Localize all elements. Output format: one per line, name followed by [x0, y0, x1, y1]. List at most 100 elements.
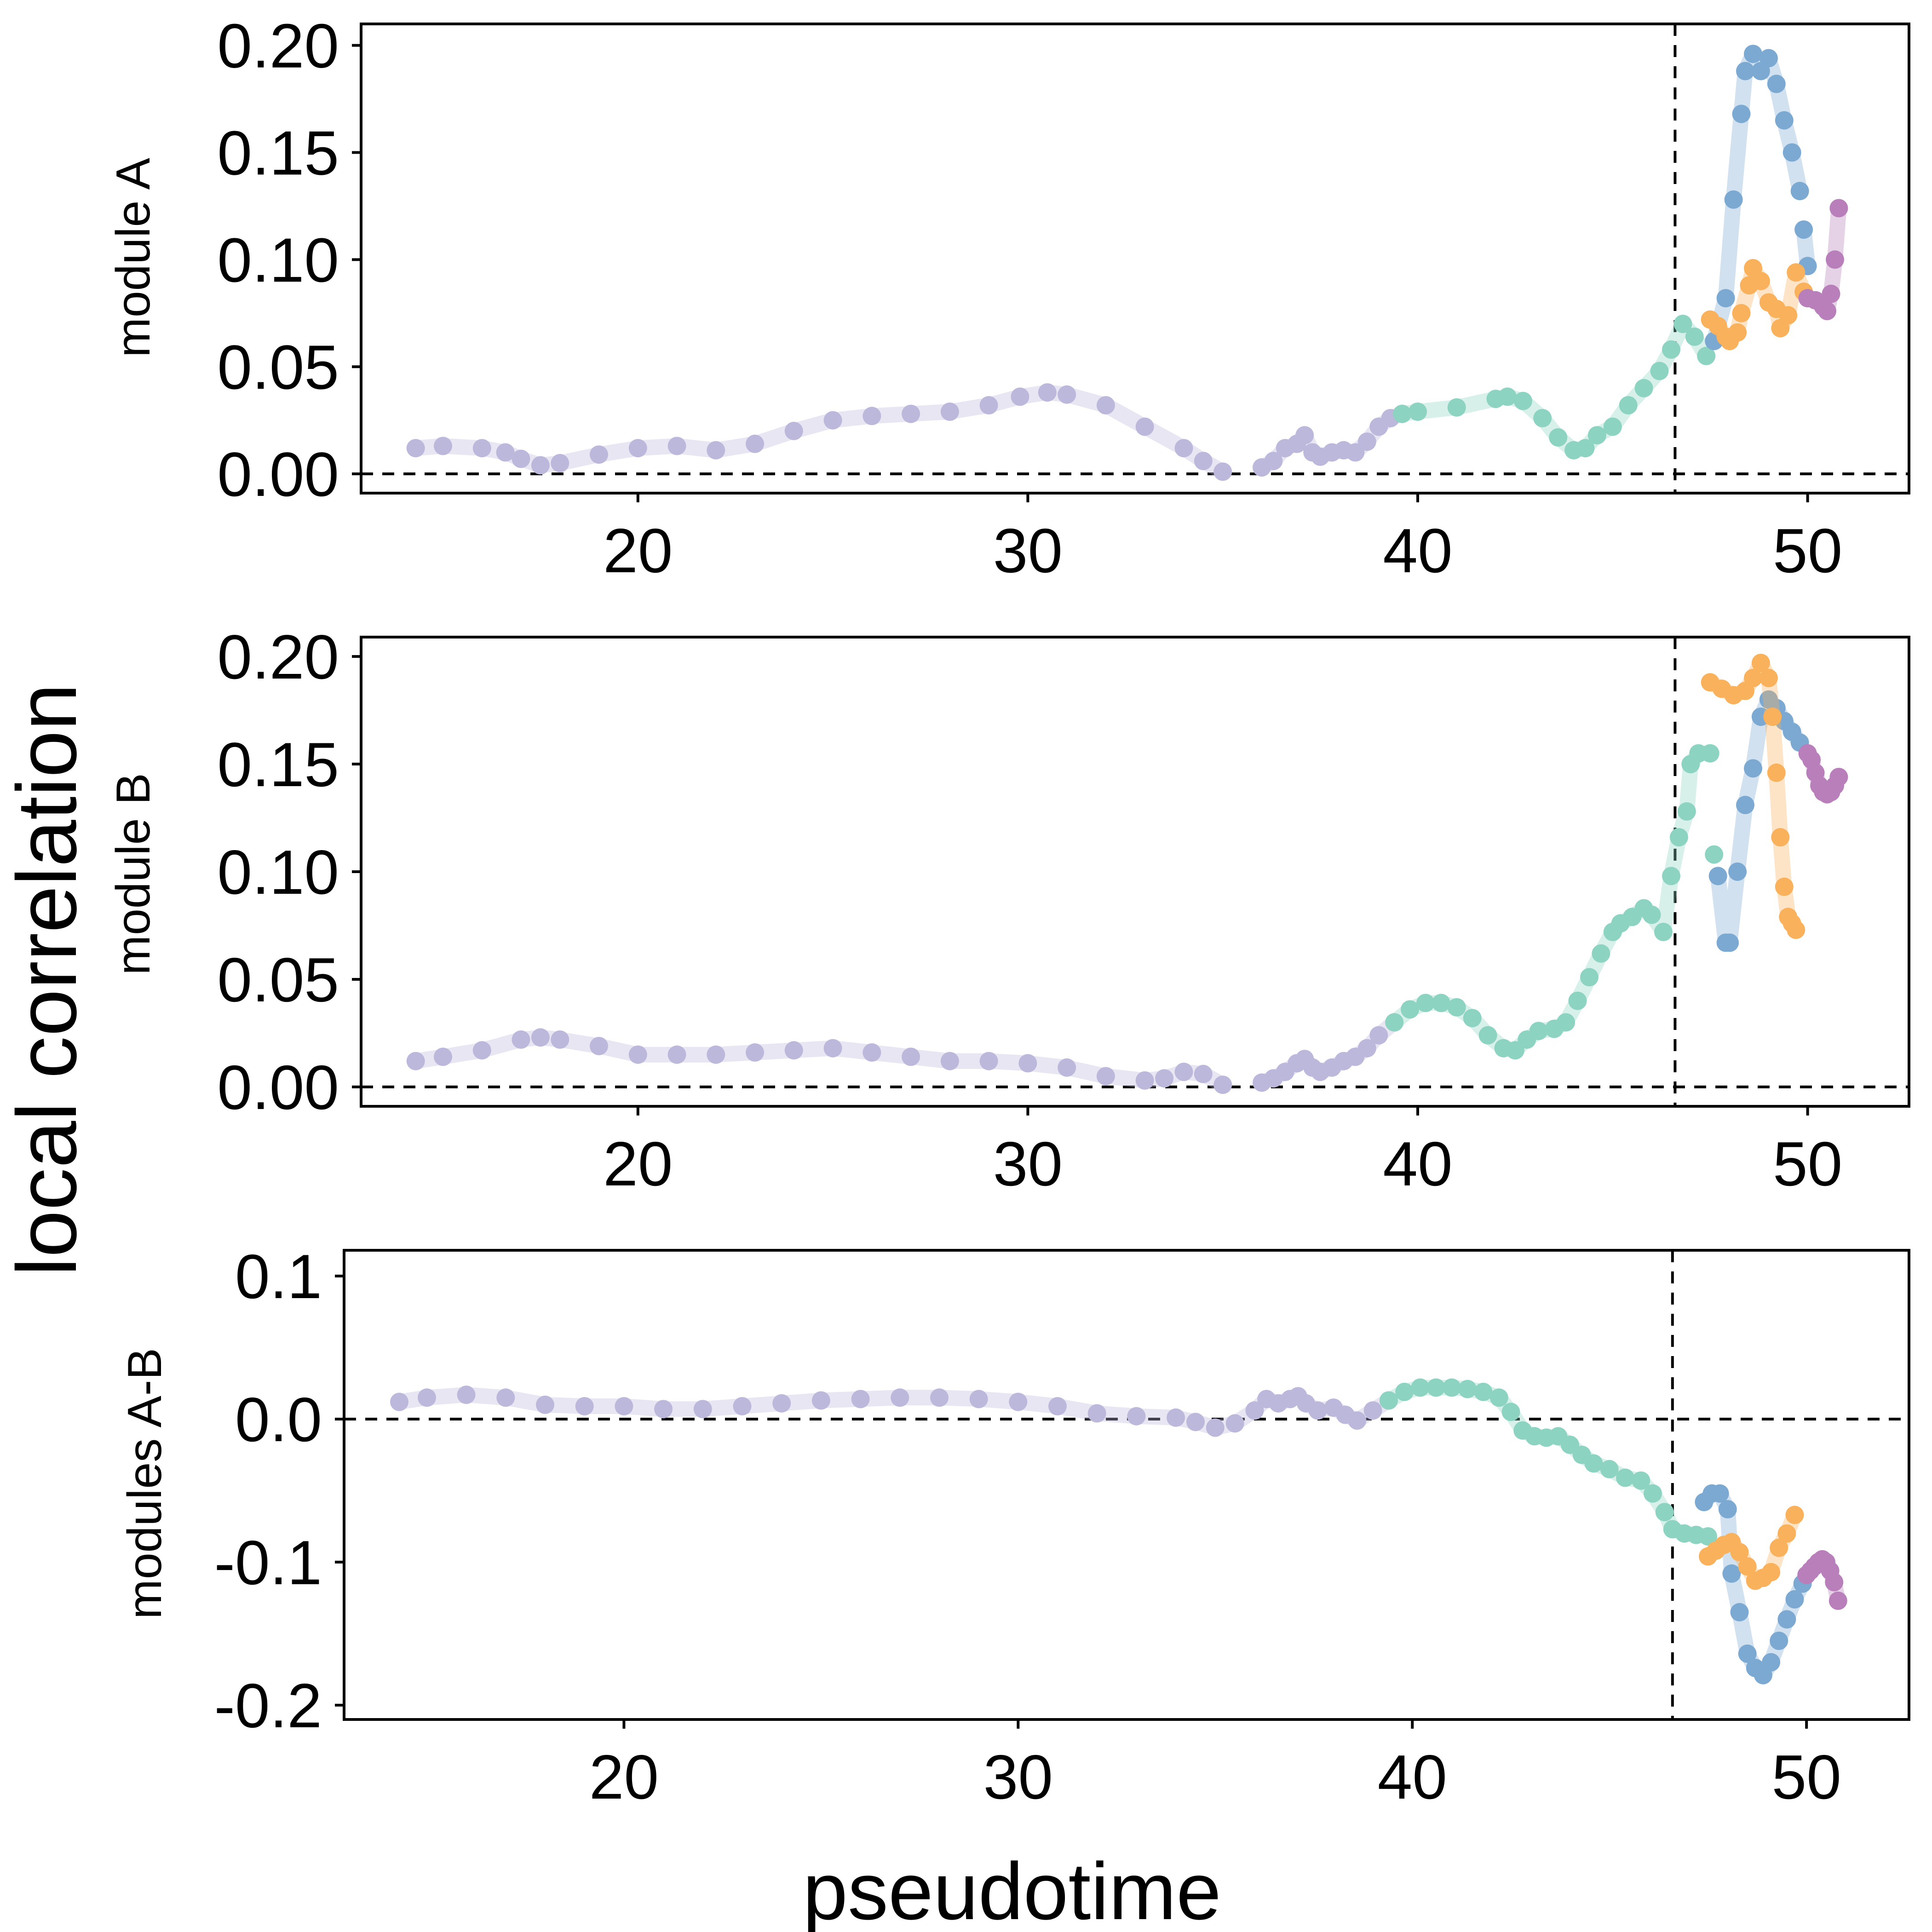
data-point	[1751, 654, 1770, 673]
data-point	[1825, 1573, 1844, 1592]
data-point	[1058, 1058, 1076, 1077]
data-point	[1829, 199, 1848, 218]
data-point	[772, 1394, 791, 1413]
x-tick-label: 20	[603, 516, 673, 586]
y-tick-label: 0.05	[217, 332, 339, 402]
data-point	[1777, 1610, 1796, 1629]
data-point	[654, 1400, 673, 1419]
data-point	[1787, 920, 1806, 939]
x-tick-label: 40	[1378, 1742, 1447, 1812]
data-point	[1662, 340, 1680, 359]
data-point	[667, 437, 686, 455]
data-point	[457, 1386, 476, 1404]
data-point	[1135, 1071, 1154, 1090]
data-point	[1135, 417, 1154, 436]
data-point	[1096, 396, 1115, 414]
data-point	[1584, 1454, 1603, 1473]
data-point	[784, 421, 803, 440]
data-point	[823, 1039, 842, 1058]
data-point	[1655, 1503, 1674, 1522]
data-point	[531, 1028, 550, 1047]
data-point	[784, 1041, 803, 1060]
data-point	[590, 445, 608, 464]
data-point	[1225, 1414, 1244, 1433]
data-point	[1416, 994, 1435, 1012]
data-point	[1732, 304, 1751, 322]
data-point	[1529, 1022, 1548, 1041]
x-tick-label: 50	[1772, 1742, 1841, 1812]
series-3	[1393, 315, 1716, 460]
data-point	[1348, 1411, 1367, 1430]
data-point	[1513, 391, 1532, 410]
data-point	[1393, 404, 1412, 423]
data-point	[1616, 1468, 1634, 1487]
data-point	[1580, 968, 1598, 987]
data-point	[1087, 1404, 1106, 1423]
data-point	[551, 1030, 569, 1049]
data-point	[512, 1030, 530, 1049]
data-point	[979, 1052, 998, 1070]
data-point	[1829, 768, 1848, 787]
data-point	[1794, 220, 1813, 239]
data-point	[1385, 1013, 1404, 1032]
data-point	[1759, 668, 1778, 687]
data-point	[1447, 398, 1466, 417]
panel-y-axis-label: module A	[107, 158, 160, 357]
data-point	[1568, 991, 1587, 1010]
series-6	[1701, 654, 1806, 939]
data-point	[512, 449, 530, 468]
data-point	[1458, 1380, 1477, 1398]
data-point	[811, 1391, 830, 1410]
data-point	[628, 1045, 647, 1064]
data-point	[1744, 668, 1762, 687]
data-point	[940, 1052, 959, 1070]
data-point	[1533, 409, 1552, 427]
data-point	[1650, 362, 1669, 380]
y-tick-label: 0.15	[217, 730, 339, 799]
data-point	[1826, 250, 1844, 269]
data-point	[1744, 45, 1762, 63]
data-point	[1369, 1026, 1388, 1045]
data-point	[1697, 346, 1716, 365]
data-point	[1787, 263, 1806, 282]
figure-x-axis-label: pseudotime	[803, 1846, 1221, 1932]
data-point	[940, 402, 959, 421]
data-point	[1194, 1064, 1213, 1083]
data-point	[531, 456, 550, 475]
data-point	[746, 434, 765, 453]
data-point	[1771, 828, 1790, 847]
data-point	[979, 396, 998, 414]
data-point	[1346, 443, 1365, 462]
data-point	[1685, 328, 1704, 346]
data-point	[1722, 1564, 1741, 1583]
panel-2: 20 30 40 50 0.00 0.05 0.10 0.15 0.20 module B	[107, 622, 1910, 1199]
y-tick-label: 0.00	[217, 1052, 339, 1122]
data-point	[1828, 1591, 1847, 1610]
data-point	[1155, 1069, 1174, 1088]
data-point	[1785, 1590, 1804, 1609]
data-point	[707, 441, 725, 460]
data-point	[1443, 1378, 1461, 1397]
data-point	[733, 1397, 752, 1415]
y-tick-label: 0.10	[217, 225, 339, 295]
data-point	[1699, 1527, 1717, 1546]
data-point	[823, 411, 842, 430]
series-5	[1708, 690, 1809, 952]
data-point	[902, 404, 920, 423]
data-point	[390, 1392, 408, 1411]
y-tick-label: 0.15	[217, 118, 339, 188]
data-point	[902, 1047, 920, 1066]
series-trace-line	[1386, 745, 1718, 1058]
series-3	[1695, 1484, 1812, 1685]
data-point	[1763, 707, 1782, 726]
data-point	[1038, 383, 1057, 402]
data-point	[1478, 1026, 1497, 1045]
data-point	[1379, 1391, 1398, 1410]
data-point	[1058, 385, 1076, 404]
data-point	[1718, 1500, 1737, 1518]
data-point	[1489, 1388, 1508, 1407]
panel-y-axis-label: modules A-B	[118, 1348, 172, 1619]
data-point	[1736, 62, 1754, 80]
data-point	[1701, 744, 1719, 763]
data-point	[1654, 923, 1673, 941]
